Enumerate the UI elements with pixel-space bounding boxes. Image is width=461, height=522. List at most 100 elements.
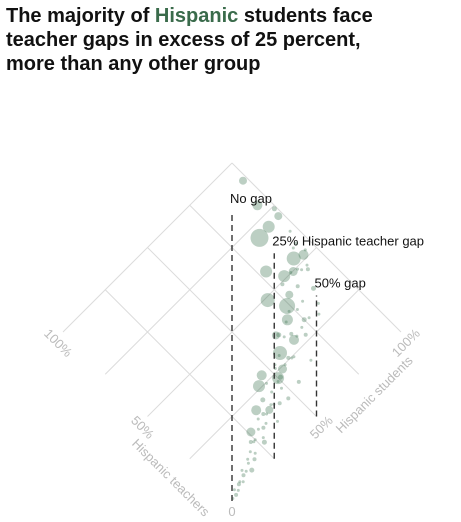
data-point — [241, 473, 246, 478]
data-point — [249, 467, 255, 473]
data-point — [239, 176, 247, 185]
title-accent-hispanic: Hispanic — [154, 5, 239, 27]
grid-line-students-100 — [231, 162, 402, 333]
data-point — [286, 396, 291, 401]
title-line-1: The majority of Hispanic students face — [6, 4, 458, 28]
title-text-1a: The majority of — [6, 5, 155, 27]
data-point — [244, 469, 248, 473]
data-point — [279, 298, 296, 314]
grid-line-students-75 — [189, 204, 360, 375]
origin-label: 0 — [228, 504, 235, 519]
data-point — [278, 374, 283, 380]
data-point — [253, 438, 257, 442]
x-tick-50: 50% — [307, 413, 336, 442]
data-point — [256, 427, 260, 431]
data-point — [265, 412, 269, 416]
data-point — [236, 488, 240, 492]
data-point — [296, 379, 301, 384]
data-point — [292, 355, 296, 359]
data-point — [295, 284, 300, 289]
data-point — [288, 267, 298, 276]
data-point — [261, 412, 266, 416]
data-point — [305, 263, 309, 267]
data-point — [283, 363, 287, 367]
title-text-1b: students face — [238, 5, 373, 27]
data-point — [278, 270, 291, 283]
data-point — [261, 439, 267, 445]
x-axis-label: Hispanic students — [333, 353, 417, 437]
data-point — [295, 308, 299, 311]
data-point — [251, 405, 262, 416]
data-point — [284, 320, 288, 324]
data-point — [248, 450, 252, 454]
data-point — [281, 314, 293, 326]
grid-line-teachers-100 — [62, 162, 233, 333]
data-point — [305, 267, 310, 272]
data-point — [261, 425, 266, 430]
data-point — [246, 457, 250, 461]
data-point — [286, 251, 301, 266]
data-point — [250, 228, 269, 247]
data-point — [252, 440, 256, 444]
data-point — [271, 331, 280, 340]
title-line-2: teacher gaps in excess of 25 percent, — [6, 29, 361, 51]
data-point — [273, 346, 287, 360]
data-point — [316, 301, 320, 305]
data-point — [277, 401, 282, 406]
data-point — [260, 293, 275, 308]
data-point — [303, 248, 307, 252]
data-point — [265, 381, 268, 385]
data-point — [262, 220, 275, 233]
data-point — [246, 427, 256, 437]
gap-line-label-25: 25% Hispanic teacher gap — [272, 233, 424, 248]
data-point — [253, 380, 265, 393]
data-point — [301, 317, 307, 323]
data-point — [272, 372, 285, 385]
chart-title: The majority of Hispanic students face t… — [6, 4, 458, 76]
data-point — [271, 206, 277, 212]
data-point — [241, 480, 245, 484]
data-point — [252, 200, 263, 211]
data-point — [261, 436, 265, 440]
data-point — [293, 241, 298, 246]
title-line-3: more than any other group — [6, 53, 261, 75]
data-point — [236, 482, 241, 487]
data-point — [303, 332, 308, 337]
data-point — [276, 419, 279, 423]
data-point — [248, 440, 253, 444]
data-point — [289, 271, 293, 274]
data-point — [276, 380, 280, 383]
data-point — [238, 480, 242, 484]
data-point — [295, 334, 299, 338]
grid-line-teachers-75 — [104, 204, 275, 375]
data-point — [296, 267, 300, 271]
data-point — [280, 386, 283, 390]
data-point — [265, 405, 274, 414]
grid-line-teachers-50 — [147, 247, 317, 417]
data-point — [234, 492, 239, 497]
data-point — [274, 212, 283, 221]
data-point — [288, 229, 292, 233]
data-point — [289, 334, 299, 345]
data-point — [278, 364, 287, 374]
data-point — [287, 309, 291, 313]
data-point — [252, 457, 257, 462]
data-point — [307, 316, 311, 320]
data-point — [298, 249, 309, 260]
data-point — [276, 332, 282, 338]
data-point — [277, 354, 281, 357]
data-point — [285, 290, 294, 299]
data-point — [300, 325, 304, 329]
data-point — [260, 397, 266, 403]
data-point — [311, 285, 316, 291]
data-point — [256, 370, 267, 381]
data-point — [264, 421, 268, 425]
data-point — [270, 390, 274, 394]
data-point — [282, 335, 286, 339]
data-point — [280, 282, 285, 287]
data-point — [269, 403, 273, 407]
data-point — [290, 356, 294, 360]
data-point — [291, 246, 295, 250]
data-point — [309, 358, 313, 362]
